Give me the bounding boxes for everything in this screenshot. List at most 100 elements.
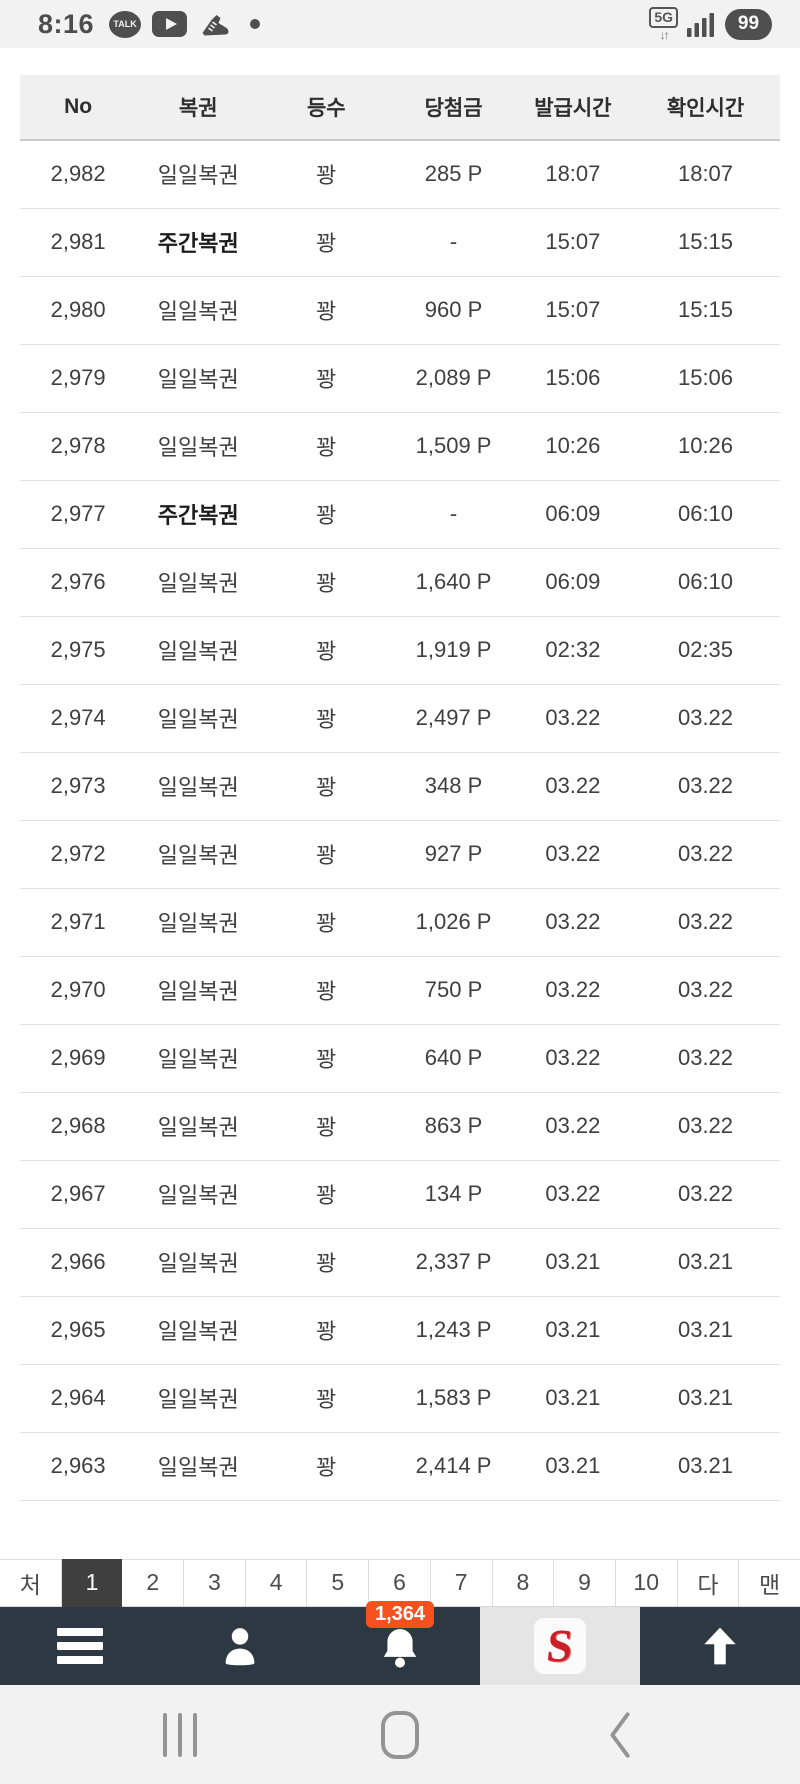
table-row: 2,976 일일복권 꽝 1,640 P 06:09 06:10: [20, 548, 780, 616]
menu-icon: [57, 1627, 103, 1664]
cell-lottery: 일일복권: [157, 1251, 239, 1276]
home-button[interactable]: [370, 1705, 430, 1765]
cell-confirmed: 03.21: [677, 1317, 734, 1342]
bell-icon: [383, 1629, 417, 1668]
shoe-icon: [202, 14, 229, 35]
page-button-5[interactable]: 5: [307, 1559, 370, 1606]
page-button-2[interactable]: 2: [122, 1559, 185, 1606]
page-button-맨[interactable]: 맨: [739, 1559, 800, 1606]
cell-issued: 10:26: [545, 433, 601, 458]
page-button-9[interactable]: 9: [554, 1559, 616, 1606]
cell-lottery: 일일복권: [157, 911, 239, 936]
cell-rank: 꽝: [316, 843, 337, 868]
cell-lottery: 일일복권: [157, 775, 239, 800]
cell-prize: 960 P: [424, 297, 483, 322]
cell-confirmed: 03.22: [677, 773, 734, 798]
cell-prize: 1,509 P: [415, 433, 492, 458]
data-arrows-icon: ↓↑: [659, 28, 670, 42]
cell-issued: 03.22: [545, 909, 601, 934]
table-row: 2,968 일일복권 꽝 863 P 03.22 03.22: [20, 1092, 780, 1160]
cell-confirmed: 03.21: [677, 1385, 734, 1410]
cell-prize: -: [449, 229, 458, 254]
table-row: 2,965 일일복권 꽝 1,243 P 03.21 03.21: [20, 1296, 780, 1364]
cell-confirmed: 03.22: [677, 705, 734, 730]
page-button-7[interactable]: 7: [430, 1559, 493, 1606]
cell-issued: 18:07: [545, 161, 601, 187]
recent-apps-button[interactable]: [150, 1705, 210, 1765]
cell-confirmed: 03.22: [677, 1113, 734, 1138]
cell-no: 2,968: [50, 1113, 106, 1138]
profile-button[interactable]: [160, 1607, 320, 1685]
cell-confirmed: 03.21: [677, 1249, 734, 1274]
pagination: 처 1 2 3 4 5 6 7 8 9 10 다 맨: [0, 1558, 800, 1607]
page-button-3[interactable]: 3: [184, 1559, 246, 1606]
cell-rank: 꽝: [316, 639, 337, 664]
notifications-button[interactable]: 1,364: [320, 1601, 480, 1685]
signal-strength-icon: [687, 13, 714, 37]
battery-percent: 99: [737, 13, 760, 34]
kakaotalk-icon: TALK: [109, 10, 142, 38]
recent-apps-icon: [163, 1712, 197, 1757]
table-row: 2,972 일일복권 꽝 927 P 03.22 03.22: [20, 820, 780, 888]
cell-rank: 꽝: [316, 1319, 337, 1344]
page-button-4[interactable]: 4: [245, 1559, 308, 1606]
bottom-nav: 1,364 S: [0, 1601, 800, 1685]
cell-rank: 꽝: [316, 1387, 337, 1412]
cell-prize: 750 P: [424, 977, 483, 1002]
cell-confirmed: 03.22: [677, 977, 734, 1002]
cell-no: 2,973: [50, 773, 106, 798]
page-button-6[interactable]: 6: [369, 1559, 431, 1606]
cell-no: 2,966: [50, 1249, 106, 1274]
cell-no: 2,964: [50, 1385, 106, 1410]
table-header: No 복권 등수 당첨금 발급시간 확인시간: [20, 75, 780, 140]
site-home-button[interactable]: S: [480, 1606, 640, 1685]
cell-issued: 03.21: [545, 1385, 601, 1410]
kakaotalk-label: TALK: [113, 19, 137, 29]
table-container: No 복권 등수 당첨금 발급시간 확인시간 2,982 일일복권 꽝 285 P 18:07 18…: [20, 75, 780, 1501]
cell-issued: 03.22: [545, 1045, 601, 1070]
scroll-to-top-button[interactable]: [640, 1607, 800, 1685]
cell-no: 2,976: [50, 569, 106, 594]
back-button[interactable]: [590, 1705, 650, 1765]
table-row: 2,982 일일복권 꽝 285 P 18:07 18:07: [20, 140, 780, 208]
cell-lottery: 일일복권: [157, 1183, 239, 1208]
menu-button[interactable]: [0, 1607, 160, 1685]
cell-lottery: 일일복권: [157, 979, 239, 1004]
table-row: 2,969 일일복권 꽝 640 P 03.22 03.22: [20, 1024, 780, 1092]
page-button-다[interactable]: 다: [677, 1559, 740, 1606]
cell-lottery: 일일복권: [157, 571, 239, 596]
cell-rank: 꽝: [316, 979, 337, 1004]
cell-prize: 348 P: [424, 773, 483, 798]
cell-rank: 꽝: [316, 367, 337, 392]
cell-issued: 03.22: [545, 1113, 601, 1138]
cell-lottery: 주간복권: [157, 503, 239, 528]
table-row: 2,978 일일복권 꽝 1,509 P 10:26 10:26: [20, 412, 780, 480]
page-button-10[interactable]: 10: [615, 1559, 678, 1606]
cell-prize: 1,919 P: [415, 637, 492, 662]
page-button-1[interactable]: 1: [61, 1558, 123, 1607]
cell-rank: 꽝: [316, 231, 337, 256]
cell-no: 2,975: [50, 637, 106, 662]
status-bar-right: 5G ↓↑ 99: [649, 7, 772, 41]
page-button-처[interactable]: 처: [0, 1559, 62, 1606]
cell-lottery: 일일복권: [157, 435, 239, 460]
table-row: 2,979 일일복권 꽝 2,089 P 15:06 15:06: [20, 344, 780, 412]
cell-no: 2,974: [50, 705, 106, 730]
android-navigation-bar: [0, 1684, 800, 1784]
cell-no: 2,972: [50, 841, 106, 866]
table-row: 2,970 일일복권 꽝 750 P 03.22 03.22: [20, 956, 780, 1024]
page-button-8[interactable]: 8: [492, 1559, 555, 1606]
cell-rank: 꽝: [316, 707, 337, 732]
arrow-up-icon: [704, 1627, 736, 1664]
cell-issued: 03.22: [545, 773, 601, 798]
cell-rank: 꽝: [316, 911, 337, 936]
cell-no: 2,981: [50, 229, 106, 254]
cell-prize: 1,243 P: [415, 1317, 492, 1342]
home-icon: [381, 1710, 419, 1759]
table-row: 2,974 일일복권 꽝 2,497 P 03.22 03.22: [20, 684, 780, 752]
cell-prize: -: [449, 501, 458, 526]
cell-prize: 2,497 P: [415, 705, 492, 730]
table-row: 2,975 일일복권 꽝 1,919 P 02:32 02:35: [20, 616, 780, 684]
network-type-label: 5G: [649, 7, 678, 28]
